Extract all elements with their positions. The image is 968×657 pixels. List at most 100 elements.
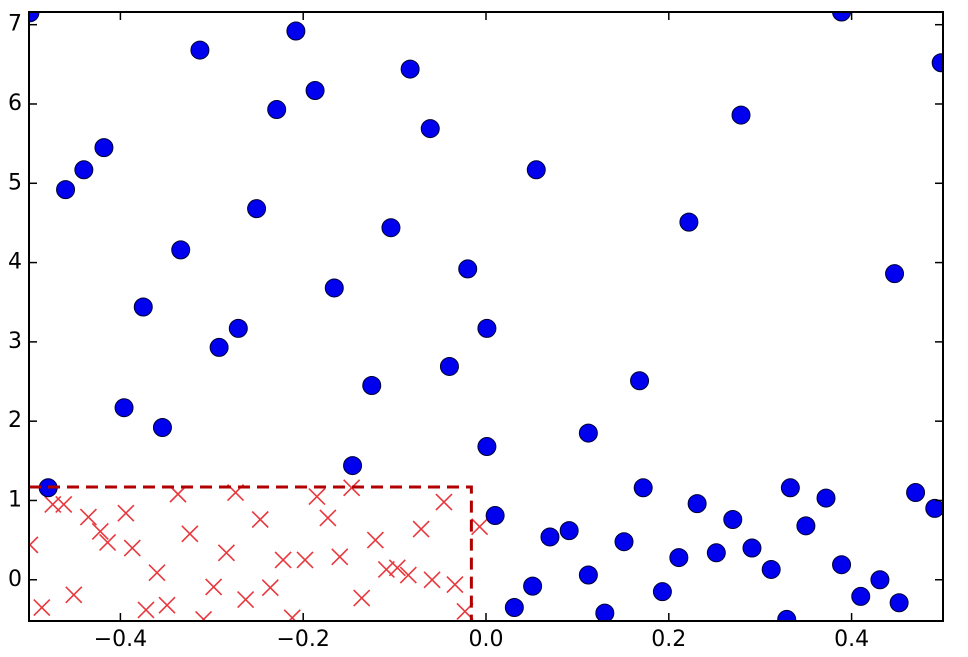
x-marker: [251, 510, 269, 529]
x-marker: [117, 504, 135, 522]
point: [578, 423, 598, 443]
x-marker: [79, 508, 97, 526]
point: [305, 81, 325, 101]
point: [439, 356, 459, 376]
x-marker: [343, 479, 361, 497]
point: [870, 570, 890, 590]
point: [761, 559, 781, 579]
x-tick-label: 0.0: [469, 627, 504, 652]
point: [633, 478, 653, 498]
point: [679, 212, 699, 232]
point: [652, 582, 672, 602]
point: [669, 548, 689, 568]
point: [906, 483, 926, 503]
point: [381, 218, 401, 238]
axes: −0.4 −0.2 0.0 0.2 0.4 0 1 2 3 4 5 6 7: [8, 11, 944, 652]
point: [706, 543, 726, 563]
x-marker: [319, 509, 337, 527]
x-marker: [158, 596, 176, 614]
point: [540, 527, 560, 547]
point: [614, 532, 634, 552]
point: [267, 100, 287, 120]
y-tick-label: 0: [8, 567, 22, 592]
point: [209, 337, 229, 357]
point: [559, 521, 579, 541]
x-marker: [123, 539, 141, 557]
plot-area: [29, 12, 943, 621]
y-tick-label: 4: [8, 250, 22, 275]
point: [477, 437, 497, 457]
x-marker: [205, 578, 223, 596]
point: [630, 371, 650, 391]
point: [796, 516, 816, 536]
point: [578, 565, 598, 585]
point: [504, 598, 524, 618]
point: [343, 456, 363, 476]
point: [889, 593, 909, 613]
x-marker: [217, 544, 235, 562]
point: [152, 418, 172, 438]
point: [742, 538, 762, 558]
point: [458, 259, 478, 279]
x-marker: [331, 548, 349, 566]
x-marker: [399, 566, 417, 584]
x-tick-label: 0.2: [651, 627, 686, 652]
point: [74, 160, 94, 180]
y-tick-label: 3: [8, 329, 22, 354]
y-tick-label: 2: [8, 408, 22, 433]
point: [687, 494, 707, 514]
point: [885, 264, 905, 284]
point: [190, 40, 210, 60]
x-marker: [435, 493, 453, 511]
point: [816, 488, 836, 508]
point: [228, 318, 248, 338]
x-marker: [261, 579, 279, 597]
point: [324, 278, 344, 298]
point: [485, 506, 505, 526]
point: [56, 180, 76, 200]
x-marker: [195, 610, 213, 621]
x-marker: [353, 589, 371, 607]
x-marker: [91, 522, 109, 540]
x-marker: [33, 598, 51, 617]
point: [171, 240, 191, 260]
x-marker: [65, 586, 83, 604]
point: [925, 498, 943, 518]
point: [420, 119, 440, 139]
point: [523, 576, 543, 596]
x-marker: [296, 551, 314, 569]
x-marker: [181, 525, 199, 543]
point: [832, 12, 852, 22]
x-marker: [99, 533, 117, 552]
y-tick-label: 7: [8, 12, 22, 37]
x-marker: [388, 559, 406, 577]
point: [247, 199, 267, 219]
x-marker: [148, 564, 166, 582]
point: [731, 105, 751, 125]
x-marker: [55, 495, 73, 513]
x-marker: [274, 551, 292, 569]
point: [286, 21, 306, 41]
point: [400, 59, 420, 79]
x-tick-label: −0.4: [94, 627, 147, 652]
x-marker: [377, 560, 395, 579]
x-marker: [412, 520, 430, 538]
point: [832, 555, 852, 575]
x-marker: [237, 591, 255, 609]
point: [94, 138, 114, 158]
point: [851, 586, 871, 606]
point: [362, 375, 382, 395]
x-tick-label: −0.2: [276, 627, 329, 652]
y-tick-label: 1: [8, 487, 22, 512]
point: [595, 603, 615, 621]
x-marker: [283, 609, 301, 621]
x-marker: [366, 531, 384, 549]
point: [477, 318, 497, 338]
x-marker: [446, 575, 464, 594]
x-tick-label: 0.4: [834, 627, 869, 652]
x-marker: [423, 571, 441, 589]
y-tick-label: 5: [8, 170, 22, 195]
threshold-box: [29, 485, 473, 621]
